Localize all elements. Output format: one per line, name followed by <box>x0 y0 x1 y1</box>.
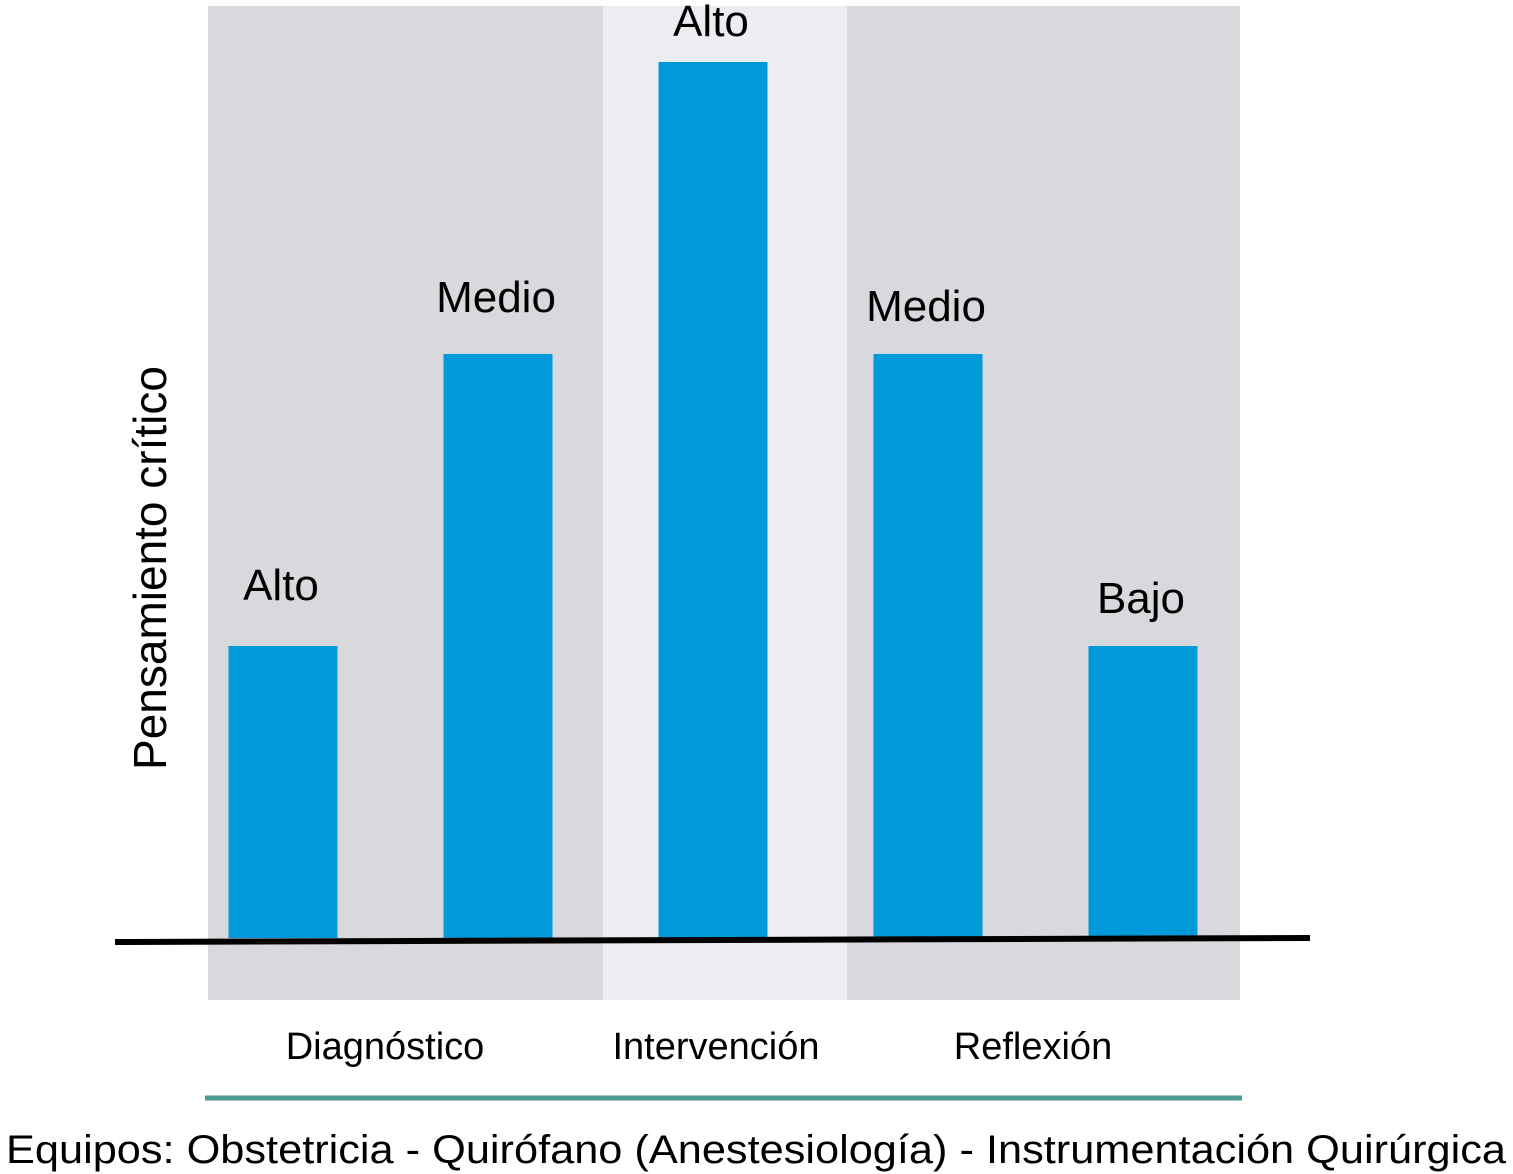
phase-label: Diagnóstico <box>286 1026 485 1068</box>
bars <box>228 62 1198 938</box>
bar <box>658 62 768 938</box>
phase-label: Intervención <box>612 1026 819 1068</box>
bar <box>443 354 553 938</box>
bar-value-label: Bajo <box>1097 574 1185 623</box>
phase-labels: Diagnóstico Intervención Reflexión <box>286 1026 1112 1068</box>
bar-value-label: Medio <box>866 282 986 331</box>
y-axis-label: Pensamiento crítico <box>124 366 176 770</box>
baseline <box>114 935 1311 945</box>
bar-value-label: Medio <box>436 273 556 322</box>
bar-labels: Alto Medio Alto Medio Bajo <box>243 0 1185 623</box>
phase-label: Reflexión <box>954 1026 1112 1068</box>
bar <box>228 646 338 938</box>
bar <box>1088 646 1198 938</box>
bar-value-label: Alto <box>673 0 749 46</box>
bar-value-label: Alto <box>243 561 319 610</box>
x-axis-label: Equipos: Obstetricia - Quirófano (Aneste… <box>6 1128 1507 1172</box>
bar <box>873 354 983 938</box>
